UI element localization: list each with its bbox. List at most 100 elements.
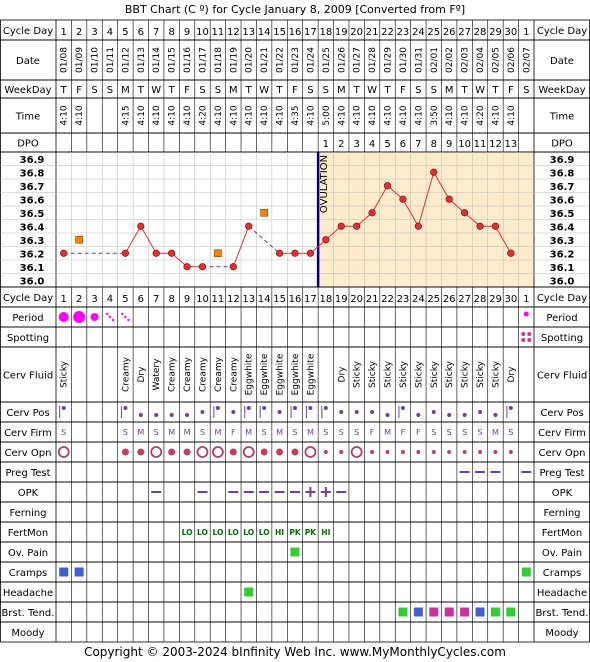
weekday-cell: F [400, 85, 406, 96]
temp-point [168, 249, 176, 257]
ferning-label-right: Ferning [543, 508, 580, 519]
moody-row-frame [0, 621, 590, 643]
headache-icon [244, 587, 254, 597]
weekday-cell: T [137, 85, 145, 96]
ovulation-label: OVULATION [319, 155, 330, 213]
preg-label-left: Preg Test [5, 468, 50, 479]
cerv-fluid-cell: Sticky [476, 360, 486, 388]
date-cell: 01/26 [337, 47, 347, 73]
cerv-firm-cell: S [354, 428, 359, 437]
breast-tenderness-icon [398, 607, 408, 617]
cerv-fluid-cell: Eggwhite [306, 353, 316, 395]
opk-label-left: OPK [18, 488, 39, 499]
chart-title: BBT Chart (C º) for Cycle January 8, 200… [125, 3, 465, 16]
period-light-icon [523, 311, 529, 317]
brst-label-right: Brst. Tend. [536, 608, 589, 619]
cycle-day-number: 15 [273, 27, 286, 38]
cramps-icon [74, 567, 84, 577]
cerv-pos-lo-icon [385, 413, 390, 417]
temp-tick-left: 36.7 [20, 182, 45, 193]
ovpain-label-left: Ov. Pain [8, 548, 48, 559]
weekday-cell: T [461, 85, 469, 96]
cerv-firm-cell: M [276, 428, 283, 437]
weekday-cell: T [491, 85, 499, 96]
cycle-day-number: 11 [212, 27, 225, 38]
cerv-open-small-icon [508, 450, 513, 454]
cerv-fluid-cell: Eggwhite [276, 353, 286, 395]
date-cell: 01/15 [168, 47, 178, 73]
date-cell: 02/02 [445, 47, 455, 73]
cerv-pos-hi-icon [400, 406, 405, 410]
temp-point [414, 222, 422, 230]
cerv-fluid-cell: Sticky [384, 360, 394, 388]
fertmon-cell: HI [321, 528, 330, 537]
temp-tick-left: 36.6 [20, 195, 45, 206]
temp-line-segment [371, 185, 388, 213]
dpo-cell: 5 [384, 139, 390, 150]
temp-point [60, 249, 68, 257]
opk-label-right: OPK [552, 488, 573, 499]
temp-point [121, 249, 129, 257]
cramps-icon [59, 567, 69, 577]
date-cell: 01/19 [229, 47, 239, 73]
cerv-pos-hi-icon [508, 406, 513, 410]
cycle-day-number: 1 [523, 27, 529, 38]
cerv-pos-lo-icon [154, 413, 159, 417]
temp-point [353, 222, 361, 230]
cerv-pos-mid-icon [200, 410, 205, 414]
period-row-frame [0, 306, 590, 328]
period-heavy-icon [73, 311, 86, 323]
firm-label-right: Cerv Firm [538, 428, 586, 439]
cerv-firm-cell: S [61, 428, 66, 437]
cycle-day-number: 1 [523, 294, 529, 305]
breast-tenderness-icon [506, 607, 516, 617]
cerv-fluid-cell: Eggwhite [260, 353, 270, 395]
temp-point [306, 249, 315, 257]
date-cell: 01/12 [121, 47, 131, 73]
cerv-open-medium-icon [137, 448, 145, 456]
cycle-day-number: 28 [474, 27, 487, 38]
period-label-right: Period [546, 313, 577, 324]
cerv-open-large-icon [150, 446, 163, 458]
cycle-day-number: 7 [153, 294, 159, 305]
temp-point [399, 195, 407, 203]
breast-tenderness-icon [460, 607, 470, 617]
breast-tenderness-icon [475, 607, 485, 617]
weekday-cell: S [323, 85, 329, 96]
cerv-pos-lo-icon [185, 413, 190, 417]
spotting-label-left: Spotting [7, 333, 49, 344]
time-cell: 4:15 [121, 105, 131, 125]
fertmon-cell: LO [228, 528, 239, 537]
weekday-cell: S [199, 85, 205, 96]
cycle-day-number: 9 [184, 294, 190, 305]
temp-tick-left: 36.9 [20, 155, 45, 166]
date-cell: 02/01 [430, 47, 440, 73]
headache-label-left: Headache [3, 588, 53, 599]
date-cell: 01/23 [291, 47, 301, 73]
cycle-day-number: 24 [412, 27, 425, 38]
time-cell: 4:10 [368, 105, 378, 125]
fertmon-cell: LO [212, 528, 223, 537]
dpo-cell: 4 [369, 139, 375, 150]
opn-label-right: Cerv Opn [539, 448, 586, 459]
dpo-cell: 12 [489, 139, 502, 150]
temp-tick-left: 36.8 [20, 168, 45, 179]
temp-point [137, 222, 145, 230]
date-cell: 01/11 [106, 47, 116, 73]
time-cell: 4:10 [152, 105, 162, 125]
time-cell: 4:10 [414, 105, 424, 125]
weekday-cell: S [215, 85, 221, 96]
weekday-cell: F [292, 85, 298, 96]
cerv-open-small-icon [478, 450, 483, 454]
date-label-right: Date [550, 56, 574, 67]
time-cell: 4:10 [461, 105, 471, 125]
time-cell: 4:10 [384, 105, 394, 125]
cycle-day-number: 7 [153, 27, 159, 38]
cerv-pos-mid-icon [354, 410, 359, 414]
cerv-firm-cell: F [231, 428, 236, 437]
temp-tick-left: 36.5 [20, 209, 45, 220]
dpo-cell: 8 [431, 139, 437, 150]
temp-gap-line [248, 225, 280, 254]
cycle-day-number: 28 [474, 294, 487, 305]
cerv-open-medium-icon [260, 448, 268, 456]
